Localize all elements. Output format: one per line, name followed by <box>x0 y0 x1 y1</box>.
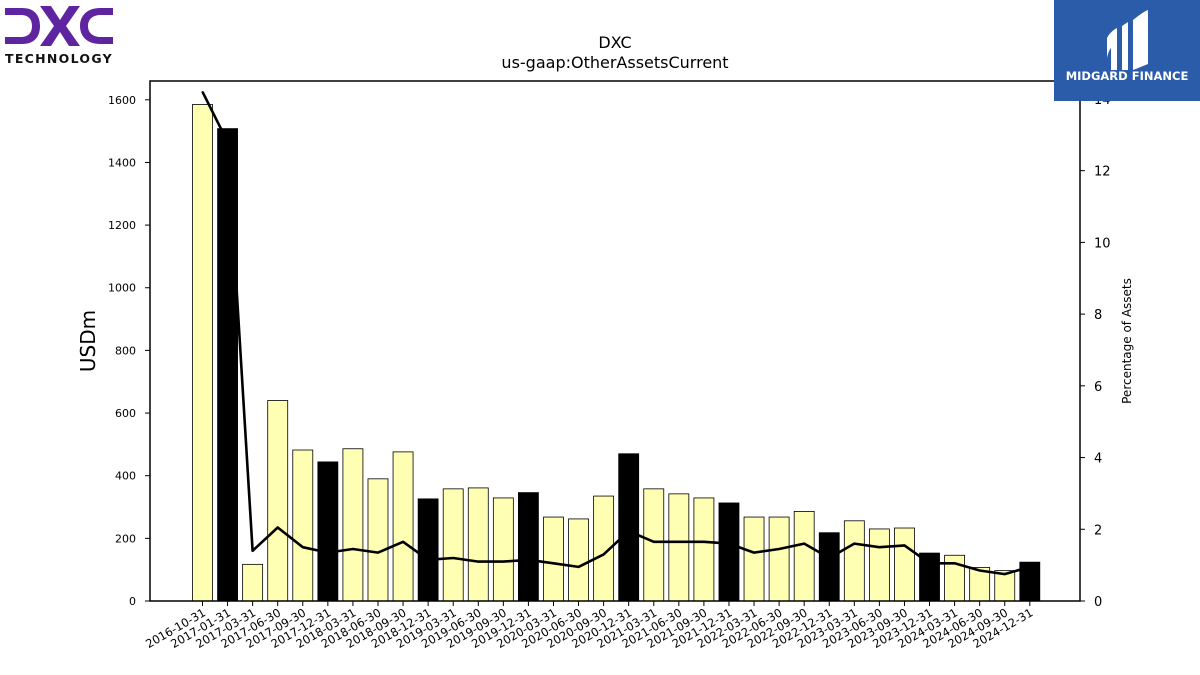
bar <box>768 516 790 602</box>
bar <box>417 498 439 602</box>
line-point <box>276 526 279 529</box>
bar <box>843 520 865 602</box>
line-point <box>502 560 505 563</box>
y2-tick-label: 10 <box>1094 236 1111 251</box>
plot-frame <box>149 80 1081 602</box>
y2-tick-label: 0 <box>1094 595 1102 610</box>
y-tick-label: 0 <box>129 595 136 608</box>
bar <box>317 461 339 602</box>
bar <box>793 511 815 602</box>
line-point <box>678 541 680 543</box>
y2-tick-label: 4 <box>1094 452 1102 467</box>
line-point <box>627 530 630 532</box>
line-point <box>953 562 956 565</box>
bar <box>467 487 489 602</box>
bar <box>919 552 940 602</box>
dxc-logo-wordmark: TECHNOLOGY <box>5 51 113 66</box>
line-point <box>602 553 605 556</box>
bar <box>868 528 890 602</box>
line-point <box>427 558 429 561</box>
bar <box>718 502 740 602</box>
line-point <box>928 562 931 565</box>
line-point <box>1003 573 1006 575</box>
bar-series <box>192 104 1041 602</box>
line-point <box>226 141 229 143</box>
line-point <box>903 544 906 547</box>
y2-tick-label: 12 <box>1094 165 1111 180</box>
y-tick-label: 1400 <box>108 156 136 169</box>
bar <box>492 497 514 602</box>
y-tick-label: 200 <box>115 532 136 545</box>
line-point <box>552 562 555 565</box>
y-tick-label: 400 <box>115 470 136 483</box>
line-series <box>201 90 1031 576</box>
bar <box>367 478 389 602</box>
axes: 0200400600800100012001400160002468101214… <box>108 80 1111 651</box>
line-point <box>978 569 981 572</box>
bar <box>643 488 665 602</box>
line-point <box>753 551 755 554</box>
chart-title: DXC <box>598 33 631 52</box>
line-point <box>251 549 254 552</box>
line-point <box>327 551 329 554</box>
bar <box>818 532 840 602</box>
bar <box>668 493 690 602</box>
line-point <box>577 566 580 568</box>
line-point <box>352 548 354 550</box>
bar <box>743 516 765 602</box>
line-point <box>703 541 705 543</box>
y2-tick-label: 8 <box>1094 308 1102 323</box>
midgard-emblem-icon <box>1107 10 1148 70</box>
bar <box>342 448 364 602</box>
line-point <box>778 548 780 550</box>
dxc-technology-logo: TECHNOLOGY <box>5 6 113 66</box>
y-tick-label: 600 <box>115 407 136 420</box>
y-tick-label: 1600 <box>108 94 136 107</box>
bar <box>267 400 289 602</box>
y-tick-label: 1200 <box>108 219 136 232</box>
y2-axis-label: Percentage of Assets <box>1120 278 1134 404</box>
line-point <box>377 551 379 554</box>
y-tick-label: 800 <box>115 344 136 357</box>
bar <box>242 563 264 602</box>
y-axis-label: USDm <box>76 310 100 372</box>
midgard-finance-logo: MIDGARD FINANCE <box>1054 0 1200 101</box>
bar <box>618 453 640 602</box>
line-point <box>853 542 856 545</box>
bar <box>518 492 539 602</box>
line-point <box>527 558 530 561</box>
line-point <box>201 90 204 93</box>
midgard-wordmark: MIDGARD FINANCE <box>1066 69 1189 83</box>
line-point <box>728 542 730 545</box>
bar <box>192 104 213 602</box>
line-point <box>878 546 881 549</box>
bar <box>217 128 238 602</box>
y-tick-label: 1000 <box>108 282 136 295</box>
line-point <box>301 546 304 549</box>
bar <box>693 497 715 602</box>
line-point <box>1029 566 1031 568</box>
bar <box>894 527 915 602</box>
dxc-logo-mark <box>5 6 113 46</box>
y2-tick-label: 6 <box>1094 380 1102 395</box>
line-point <box>828 557 831 559</box>
line-point <box>803 542 805 545</box>
bar <box>392 451 414 602</box>
bar <box>442 488 464 602</box>
bar <box>568 518 589 602</box>
line-point <box>477 560 480 563</box>
bar <box>543 516 564 602</box>
bar <box>292 449 314 602</box>
y2-tick-label: 2 <box>1094 523 1102 538</box>
line-point <box>652 541 655 543</box>
line-path <box>201 91 1031 576</box>
line-point <box>452 557 455 559</box>
chart-subtitle: us-gaap:OtherAssetsCurrent <box>501 53 728 72</box>
line-point <box>402 541 404 543</box>
